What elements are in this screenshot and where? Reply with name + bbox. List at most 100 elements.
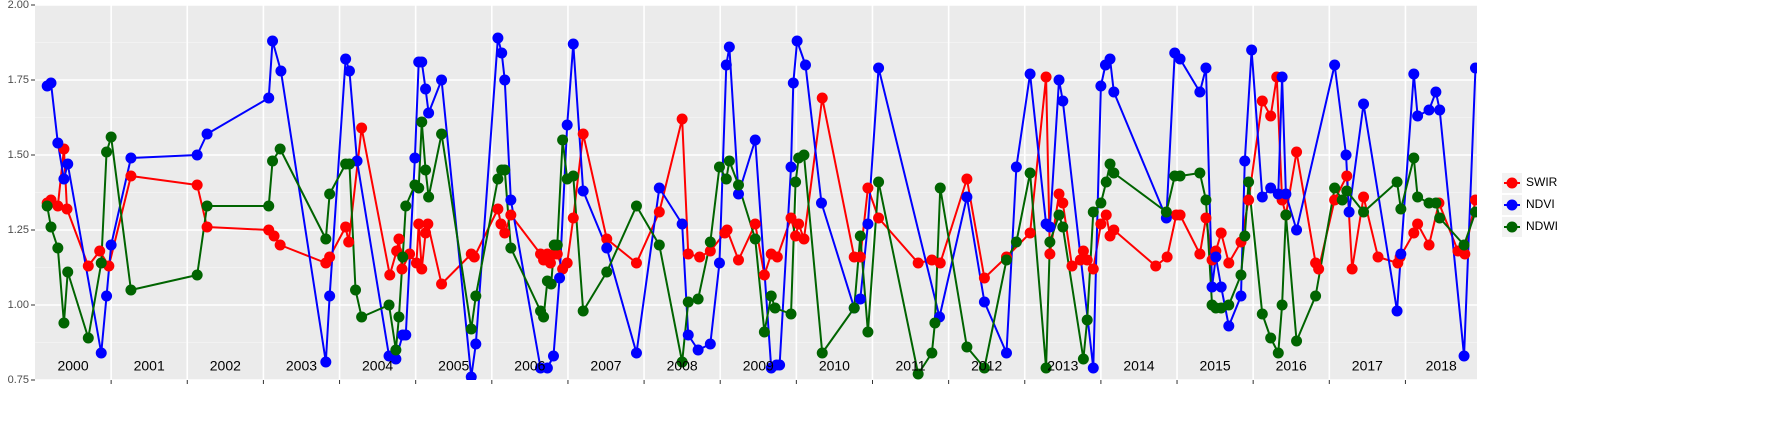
- point: [934, 182, 946, 194]
- marks: [41, 32, 1477, 380]
- point: [704, 338, 716, 350]
- point: [554, 272, 566, 284]
- y-tick-label: 0.75: [8, 374, 29, 386]
- point: [343, 236, 355, 248]
- y-tick-label: 1.50: [8, 149, 29, 161]
- point: [790, 176, 802, 188]
- y-tick-label: 1.75: [8, 74, 29, 86]
- point: [1265, 110, 1277, 122]
- axes: 0.75 1.00 1.25 1.50 1.75 2.00 2000 2001 2002 2003…: [8, 0, 1558, 386]
- point: [45, 221, 57, 233]
- point: [397, 251, 409, 263]
- point: [1469, 206, 1477, 218]
- point: [416, 116, 428, 128]
- point: [1341, 185, 1353, 197]
- point: [52, 242, 64, 254]
- point: [547, 350, 559, 362]
- point: [1087, 263, 1099, 275]
- year-label: 2006: [514, 358, 545, 374]
- point: [470, 338, 482, 350]
- point: [1408, 152, 1420, 164]
- point: [1095, 197, 1107, 209]
- point: [723, 155, 735, 167]
- point: [978, 296, 990, 308]
- point: [1174, 170, 1186, 182]
- point: [61, 203, 73, 215]
- point: [676, 356, 688, 368]
- point: [1313, 263, 1325, 275]
- point: [465, 371, 477, 380]
- point: [1246, 44, 1258, 56]
- point: [1276, 71, 1288, 83]
- point: [798, 233, 810, 245]
- point: [320, 233, 332, 245]
- point: [263, 92, 275, 104]
- point: [749, 134, 761, 146]
- legend-point: [1506, 177, 1518, 189]
- point: [1215, 281, 1227, 293]
- point: [1108, 167, 1120, 179]
- point: [400, 329, 412, 341]
- legend-point: [1506, 199, 1518, 211]
- point: [1340, 149, 1352, 161]
- point: [720, 173, 732, 185]
- point: [815, 197, 827, 209]
- point: [1341, 170, 1353, 182]
- year-label: 2010: [819, 358, 850, 374]
- year-label: 2001: [134, 358, 165, 374]
- point: [1276, 299, 1288, 311]
- point: [873, 62, 885, 74]
- point: [1329, 182, 1341, 194]
- point: [1223, 257, 1235, 269]
- point: [101, 146, 113, 158]
- point: [601, 266, 613, 278]
- point: [420, 83, 432, 95]
- point: [468, 251, 480, 263]
- point: [1044, 236, 1056, 248]
- point: [682, 329, 694, 341]
- point: [41, 200, 53, 212]
- point: [191, 179, 203, 191]
- point: [1077, 245, 1089, 257]
- point: [1329, 59, 1341, 71]
- point: [1336, 194, 1348, 206]
- point: [1408, 227, 1420, 239]
- point: [713, 257, 725, 269]
- point: [1235, 269, 1247, 281]
- point: [390, 344, 402, 356]
- point: [1423, 104, 1435, 116]
- point: [95, 347, 107, 359]
- point: [1010, 161, 1022, 173]
- point: [785, 212, 797, 224]
- point: [567, 38, 579, 50]
- point: [409, 152, 421, 164]
- point: [390, 353, 402, 365]
- point: [961, 191, 973, 203]
- point: [125, 284, 137, 296]
- point: [771, 251, 783, 263]
- point: [749, 233, 761, 245]
- year-label: 2000: [57, 358, 88, 374]
- point: [1395, 203, 1407, 215]
- year-label: 2015: [1200, 358, 1231, 374]
- point: [785, 161, 797, 173]
- point: [1358, 191, 1370, 203]
- point: [723, 41, 735, 53]
- point: [396, 263, 408, 275]
- point: [793, 218, 805, 230]
- year-label: 2014: [1123, 358, 1154, 374]
- point: [721, 224, 733, 236]
- point: [384, 269, 396, 281]
- year-label: 2013: [1047, 358, 1078, 374]
- point: [1223, 320, 1235, 332]
- point: [653, 182, 665, 194]
- point: [749, 218, 761, 230]
- legend-label: SWIR: [1526, 175, 1558, 189]
- year-label: 2016: [1276, 358, 1307, 374]
- point: [551, 248, 563, 260]
- point: [1095, 218, 1107, 230]
- point: [557, 134, 569, 146]
- legend-point: [1506, 221, 1518, 233]
- point: [785, 308, 797, 320]
- point: [423, 107, 435, 119]
